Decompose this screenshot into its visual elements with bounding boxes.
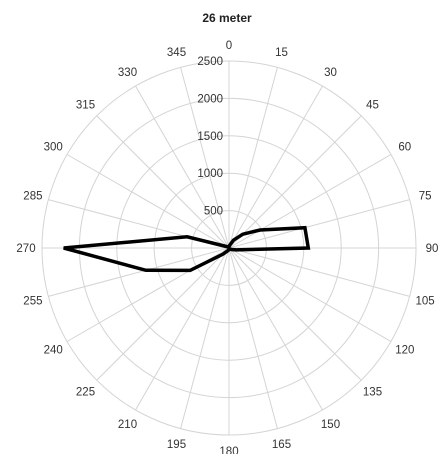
grid-spoke-345: [180, 67, 230, 249]
angle-tick-label-165: 165: [272, 439, 291, 451]
angle-tick-label-225: 225: [76, 387, 95, 399]
angle-tick-label-150: 150: [321, 419, 340, 431]
grid-spoke-75: [228, 199, 410, 249]
angle-tick-label-180: 180: [219, 446, 238, 454]
angle-tick-label-30: 30: [324, 67, 337, 79]
angle-tick-label-45: 45: [366, 100, 379, 112]
angle-tick-label-120: 120: [395, 345, 414, 357]
angle-tick-label-300: 300: [44, 142, 63, 154]
angle-tick-label-345: 345: [167, 47, 186, 59]
angle-tick-label-135: 135: [363, 387, 382, 399]
radial-tick-label-1500: 1500: [197, 131, 223, 143]
grid-spoke-45: [228, 115, 362, 249]
grid-spoke-255: [48, 247, 230, 297]
angle-axis-labels: 0 15 30 45 60 75 90 105 120 135 150 165 180 195 210 225…: [16, 40, 438, 454]
grid-spoke-195: [180, 247, 230, 429]
grid-spoke-60: [228, 154, 392, 249]
radial-tick-label-500: 500: [204, 206, 223, 218]
grid-spoke-225: [96, 247, 230, 381]
angle-tick-label-240: 240: [44, 345, 63, 357]
grid-spoke-105: [228, 247, 410, 297]
angle-tick-label-60: 60: [398, 142, 411, 154]
angle-tick-label-90: 90: [426, 243, 439, 255]
grid-spoke-165: [228, 247, 278, 429]
grid-spoke-135: [228, 247, 362, 381]
angle-tick-label-210: 210: [118, 419, 137, 431]
series-layer: [63, 225, 311, 273]
radial-tick-label-2500: 2500: [197, 56, 223, 68]
grid-spoke-300: [66, 154, 230, 249]
grid-spoke-30: [228, 85, 323, 249]
angle-tick-label-75: 75: [419, 191, 432, 203]
grid-spoke-15: [228, 67, 278, 249]
grid-spoke-210: [135, 247, 230, 411]
angle-tick-label-270: 270: [16, 243, 35, 255]
grid-spoke-315: [96, 115, 230, 249]
angle-tick-label-15: 15: [275, 47, 288, 59]
radial-tick-label-1000: 1000: [197, 168, 223, 180]
grid-spoke-120: [228, 247, 392, 342]
angle-tick-label-255: 255: [23, 296, 42, 308]
grid-spoke-330: [135, 85, 230, 249]
chart-title: 26 meter: [202, 11, 252, 25]
grid-spoke-150: [228, 247, 323, 411]
radial-tick-label-2000: 2000: [197, 93, 223, 105]
angle-tick-label-285: 285: [23, 191, 42, 203]
angle-tick-label-315: 315: [76, 100, 95, 112]
series-0-line: [63, 225, 311, 273]
angle-tick-label-0: 0: [226, 40, 232, 52]
angle-tick-label-105: 105: [416, 296, 435, 308]
angle-tick-label-330: 330: [118, 67, 137, 79]
radial-axis-labels: 500 1000 1500 2000 2500: [197, 56, 223, 218]
angle-tick-label-195: 195: [167, 439, 186, 451]
